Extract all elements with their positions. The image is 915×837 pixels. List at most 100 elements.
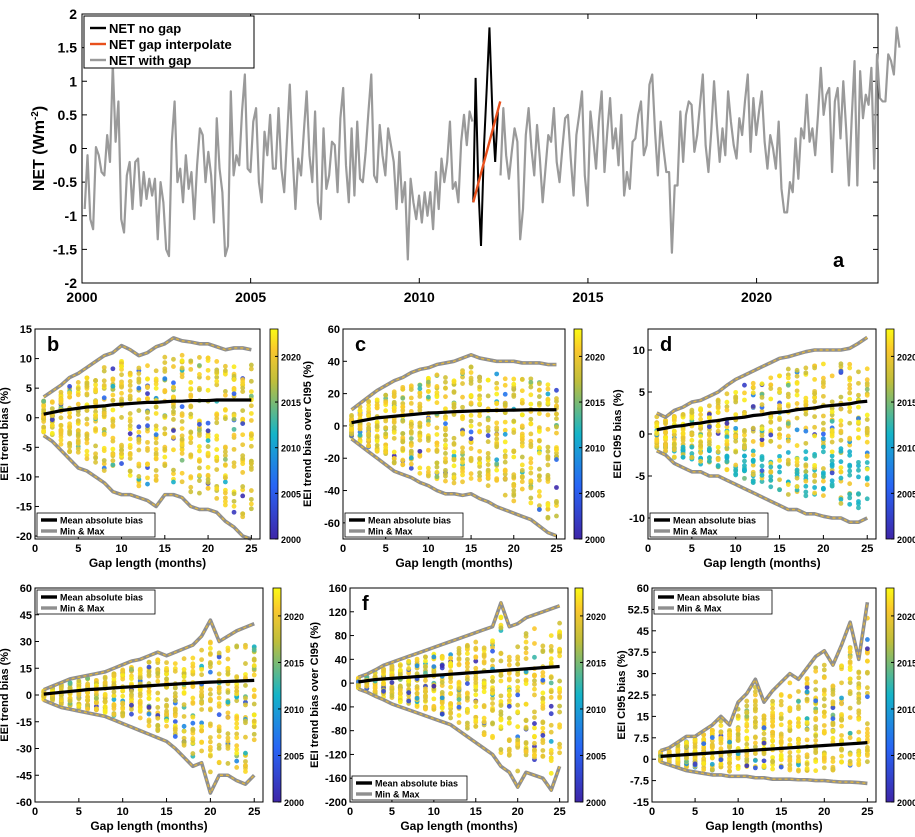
y-tick-label: 7.5 [634,733,649,745]
scatter-point [830,728,836,734]
scatter-point [481,645,487,651]
scatter-point [468,413,474,418]
scatter-point [689,415,695,421]
scatter-point [400,439,406,444]
scatter-point [540,697,546,702]
scatter-point [787,693,793,699]
legend-box [649,512,769,538]
scatter-point [101,461,107,467]
scatter-point [838,361,844,367]
scatter-point [548,680,554,686]
x-tick-label: 20 [818,806,830,818]
scatter-point [468,364,474,370]
scatter-point [847,680,853,686]
panel-letter: f [362,593,369,615]
scatter-point [654,414,660,420]
scatter-point [389,664,395,670]
scatter-point [820,427,826,432]
scatter-point [770,723,776,729]
legend-label: Min & Max [677,604,722,614]
scatter-point [162,376,168,382]
scatter-point [742,390,747,396]
scatter-point [231,377,237,382]
scatter-point [511,488,517,493]
scatter-point [813,748,819,754]
colorbar-tick-label: 2015 [585,398,605,408]
scatter-point [197,465,202,471]
scatter-point [417,434,423,439]
scatter-point [727,731,732,737]
scatter-point [545,444,551,450]
scatter-point [473,704,479,710]
scatter-point [400,462,406,467]
scatter-point [759,433,765,439]
scatter-point [468,418,474,424]
scatter-point [666,749,672,755]
scatter-point [205,477,211,482]
scatter-point [813,679,819,685]
scatter-point [366,443,372,448]
scatter-point [689,455,695,460]
scatter-point [744,710,750,715]
scatter-point [820,375,826,381]
scatter-point [481,704,487,710]
scatter-point [67,424,73,430]
colorbar [885,587,895,803]
scatter-point [146,711,152,717]
scatter-point [803,399,809,405]
scatter-point [519,479,525,485]
scatter-point [502,376,508,382]
scatter-point [214,374,220,380]
scatter-point [557,741,563,747]
scatter-point [222,490,228,496]
y-tick-label: 40 [335,654,347,666]
scatter-point [164,708,169,714]
scatter-point [847,758,853,764]
scatter-point [234,735,240,741]
scatter-point [519,486,525,492]
scatter-point [162,388,168,394]
y-tick-label: 60 [637,583,649,595]
x-tick-label: 10 [115,543,127,555]
scatter-point [847,472,853,478]
scatter-point [136,474,142,479]
scatter-point [101,468,107,473]
scatter-point [750,472,756,477]
scatter-point [101,365,107,370]
scatter-point [698,406,704,412]
x-tick-label: 10 [422,543,434,555]
colorbar-tick-label: 2020 [585,352,605,362]
scatter-point [155,715,161,721]
scatter-point [785,403,791,409]
scatter-point [85,690,91,696]
scatter-point [110,419,116,424]
y-tick-label: 0 [643,754,649,766]
scatter-point [540,643,546,649]
scatter-point [839,733,844,738]
scatter-point [111,693,117,698]
x-tick-label: 2005 [235,289,266,305]
scatter-point [715,463,721,468]
scatter-point [102,699,108,705]
scatter-point [536,466,542,472]
scatter-point [663,435,668,441]
scatter-point [856,696,862,702]
scatter-point [794,475,800,481]
scatter-point [752,699,758,705]
scatter-point [671,454,677,460]
scatter-point [477,384,483,390]
scatter-point [785,457,791,463]
scatter-point [179,352,185,358]
colorbar-tick-label: 2010 [284,705,304,715]
scatter-point [820,478,826,484]
scatter-point [502,448,508,454]
scatter-point [188,489,194,495]
scatter-point [847,495,853,501]
scatter-point [519,400,525,406]
scatter-point [406,666,412,671]
scatter-point [207,691,213,697]
scatter-point [864,744,870,750]
scatter-point [820,436,826,442]
scatter-point [216,654,222,660]
scatter-point [768,484,774,490]
